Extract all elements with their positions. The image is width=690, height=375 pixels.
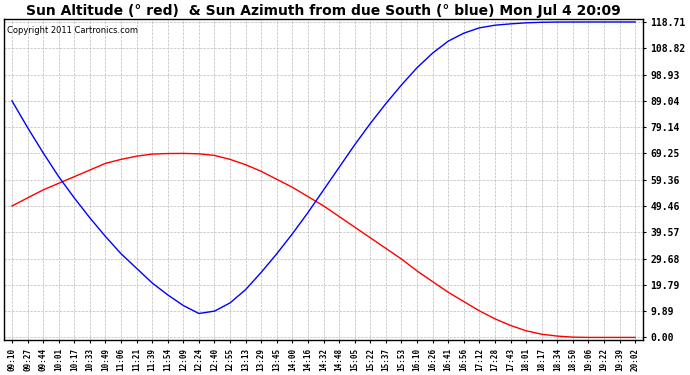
Text: Copyright 2011 Cartronics.com: Copyright 2011 Cartronics.com	[8, 26, 139, 35]
Title: Sun Altitude (° red)  & Sun Azimuth from due South (° blue) Mon Jul 4 20:09: Sun Altitude (° red) & Sun Azimuth from …	[26, 4, 621, 18]
